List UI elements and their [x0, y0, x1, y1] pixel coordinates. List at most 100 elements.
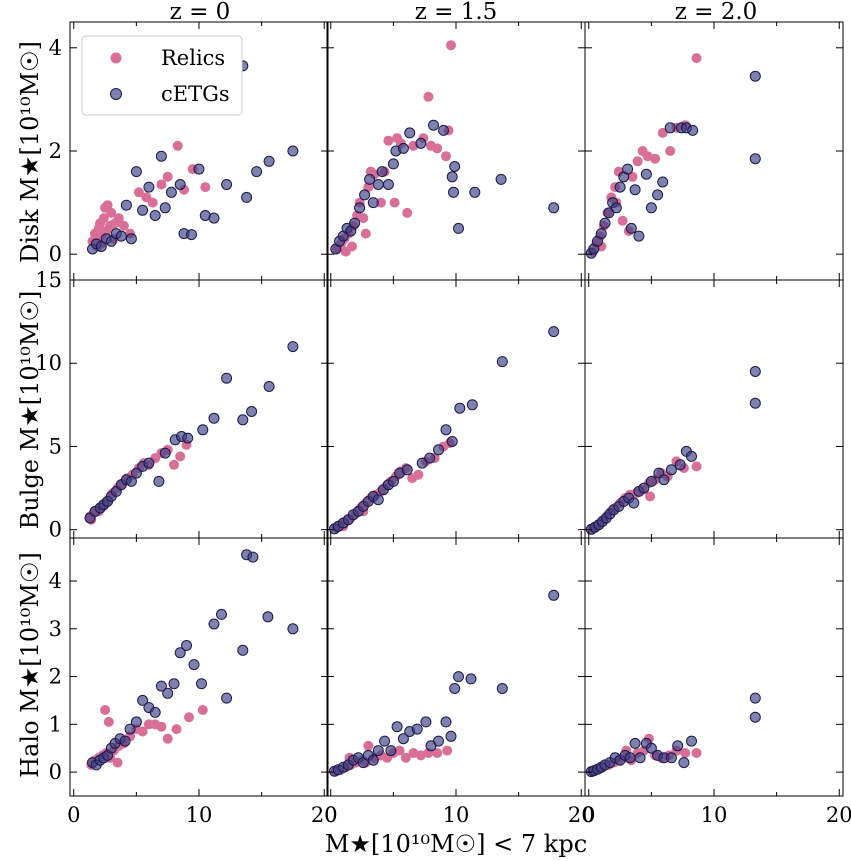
point-cetgs [404, 127, 416, 139]
point-cetgs [221, 692, 233, 704]
point-relics [691, 53, 702, 64]
point-cetgs [188, 659, 200, 671]
panel-r1-c2 [584, 279, 844, 539]
point-relics [432, 748, 443, 758]
point-relics [105, 220, 116, 231]
point-relics [691, 748, 702, 758]
y-tick-label: 0 [49, 518, 62, 542]
point-relics [446, 40, 456, 51]
point-cetgs [433, 735, 444, 747]
col-title-z2-0: z = 2.0 [675, 0, 758, 25]
x-tick-label: 20 [568, 803, 595, 827]
y-tick-label: 0 [49, 242, 62, 266]
point-cetgs [130, 716, 142, 728]
panel-points [330, 40, 560, 257]
point-cetgs [448, 186, 459, 198]
col-title-z1-5: z = 1.5 [415, 0, 498, 25]
point-cetgs [420, 716, 432, 728]
point-relics [113, 213, 124, 224]
point-relics [363, 740, 374, 751]
panel-points [87, 60, 299, 255]
panel-r2-c0: 0 1 2 3 4 0 10 20 [49, 537, 338, 827]
point-cetgs [664, 122, 676, 134]
point-relics [98, 213, 109, 224]
point-cetgs [182, 432, 194, 444]
point-cetgs [674, 459, 686, 471]
point-relics [118, 220, 129, 231]
point-cetgs [672, 740, 684, 752]
point-cetgs [155, 150, 167, 162]
point-relics [680, 748, 691, 758]
point-cetgs [595, 228, 607, 240]
y-tick-label: 4 [49, 36, 62, 60]
point-cetgs [411, 723, 423, 735]
point-relics [375, 197, 386, 208]
point-relics [657, 127, 668, 138]
ylabel-bulge: Bulge M★[10¹⁰M☉] [16, 291, 44, 530]
point-cetgs [686, 735, 697, 747]
panel-points [84, 341, 299, 525]
point-relics [415, 750, 426, 761]
point-cetgs [197, 424, 209, 436]
point-relics [103, 716, 114, 727]
point-cetgs [633, 230, 645, 242]
point-cetgs [364, 173, 376, 185]
point-relics [400, 752, 411, 763]
point-relics [100, 705, 111, 715]
point-cetgs [119, 735, 131, 747]
point-cetgs [397, 142, 409, 154]
point-cetgs [428, 119, 439, 131]
point-relics [358, 213, 369, 224]
point-cetgs [221, 372, 233, 384]
point-relics [197, 705, 208, 715]
point-cetgs [208, 212, 220, 224]
point-relics [627, 171, 638, 182]
point-cetgs [548, 589, 560, 601]
y-tick-label: 1 [49, 712, 62, 736]
point-cetgs [143, 181, 155, 193]
x-tick-label: 0 [324, 803, 337, 827]
panel-points [86, 549, 299, 771]
point-cetgs [143, 457, 155, 469]
point-cetgs [174, 179, 186, 190]
point-cetgs [645, 742, 657, 754]
x-tick-label: 10 [443, 803, 470, 827]
point-cetgs [251, 166, 263, 178]
point-cetgs [216, 608, 227, 620]
point-cetgs [678, 757, 690, 769]
col-title-z0: z = 0 [170, 0, 231, 25]
point-relics [162, 733, 173, 744]
panel-r0-c1 [326, 21, 586, 281]
point-cetgs [391, 721, 403, 733]
point-cetgs [433, 444, 444, 456]
y-tick-label: 2 [49, 139, 62, 163]
x-tick-label: 20 [826, 803, 851, 827]
point-relics [691, 461, 702, 472]
point-cetgs [237, 644, 249, 656]
point-cetgs [372, 745, 384, 757]
legend-box [81, 35, 243, 116]
point-relics [383, 135, 394, 146]
point-relics [402, 207, 413, 218]
point-cetgs [438, 124, 449, 136]
legend-marker-relics [110, 52, 122, 64]
point-cetgs [466, 399, 478, 411]
ylabel-halo: Halo M★[10¹⁰M☉] [16, 552, 44, 778]
point-cetgs [387, 158, 399, 170]
point-cetgs [749, 70, 761, 82]
panel-points [585, 366, 761, 535]
x-tick-label: 10 [701, 803, 728, 827]
point-cetgs [446, 171, 458, 183]
point-cetgs [387, 475, 399, 487]
legend-label-cetgs: cETGs [161, 82, 230, 106]
point-cetgs [440, 716, 452, 728]
point-cetgs [640, 168, 652, 180]
point-cetgs [367, 754, 379, 766]
panel-r0-c0: 0 2 4 [49, 21, 329, 281]
panel-r2-c1: 0 10 20 [324, 537, 595, 827]
point-cetgs [687, 124, 699, 136]
point-cetgs [657, 176, 669, 188]
point-cetgs [628, 497, 640, 509]
point-cetgs [246, 406, 258, 417]
